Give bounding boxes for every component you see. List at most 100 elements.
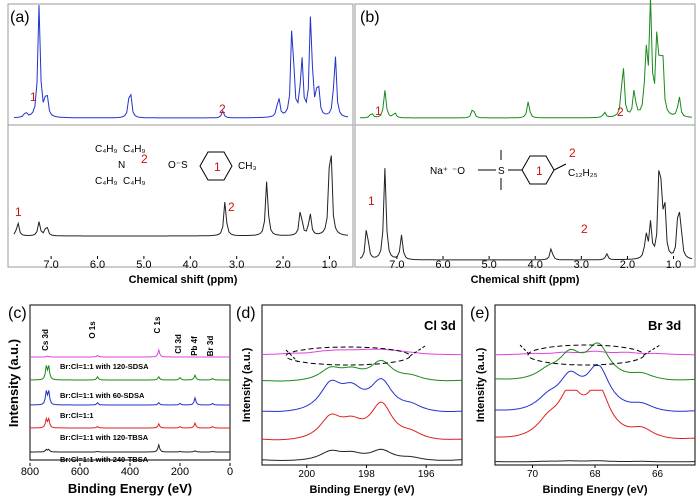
panel-e-xlabel: Binding Energy (eV) xyxy=(542,484,647,496)
panel-a-label: (a) xyxy=(10,9,30,26)
x-tick-label-a-2: 5.0 xyxy=(136,259,151,271)
panel-d-title: Cl 3d xyxy=(424,318,456,333)
spectrum-line-c-4 xyxy=(30,442,230,453)
trace-label-0: Br:Cl=1:1 with 120-SDSA xyxy=(60,362,149,371)
panel-a-x-ticks: 7.0 6.0 5.0 4.0 3.0 2.0 1.0 xyxy=(43,256,337,271)
spectrum-line-a-1 xyxy=(13,155,349,237)
trace-label-2: Br:Cl=1:1 xyxy=(60,411,94,420)
panel-b-peak-label-2-bottom: 2 xyxy=(581,222,588,236)
panel-b-frame xyxy=(354,3,696,268)
trace-label-4: Br:Cl=1:1 with 240-TBSA xyxy=(60,455,149,464)
panel-d-x-ticks: 200 198 196 xyxy=(298,465,435,480)
panel-a-peak-label-2-bottom: 2 xyxy=(228,200,235,214)
panel-b-label: (b) xyxy=(360,9,380,26)
x-tick-label-a-5: 2.0 xyxy=(275,259,290,271)
panel-a-xlabel: Chemical shift (ppm) xyxy=(129,274,238,286)
x-tick-label-b-6: 1.0 xyxy=(666,259,681,271)
panel-d-axes xyxy=(261,304,463,466)
panel-e-dash-right xyxy=(643,344,661,356)
peak-label-1: O 1s xyxy=(88,321,97,339)
panel-a-spectra xyxy=(13,4,349,237)
spectrum-line-e-0 xyxy=(495,350,695,356)
svg-text:2: 2 xyxy=(569,146,576,160)
panel-a-peak-label-1-bottom: 1 xyxy=(15,205,22,219)
x-tick-label-d-2: 196 xyxy=(418,469,435,480)
spectrum-line-c-2 xyxy=(30,390,230,406)
svg-text:O⁻S: O⁻S xyxy=(168,160,188,171)
trace-label-1: Br:Cl=1:1 with 60-SDSA xyxy=(60,391,145,400)
x-tick-label-e-0: 70 xyxy=(527,469,539,480)
x-tick-label-a-0: 7.0 xyxy=(43,259,58,271)
panel-c-spectra xyxy=(30,348,230,453)
svg-text:C₄H₉: C₄H₉ xyxy=(95,144,118,155)
x-tick-label-d-0: 200 xyxy=(298,469,315,480)
x-tick-label-e-2: 66 xyxy=(652,469,664,480)
svg-text:CH₃: CH₃ xyxy=(238,161,257,172)
peak-label-0: Cs 3d xyxy=(41,329,50,351)
panel-d-dash-left xyxy=(285,349,299,363)
panel-b-peak-label-1-top: 1 xyxy=(375,104,382,118)
spectrum-line-e-2 xyxy=(494,365,695,412)
x-tick-label-c-4: 0 xyxy=(227,466,233,478)
svg-text:C₁₂H₂₅: C₁₂H₂₅ xyxy=(568,168,598,179)
x-tick-label-b-1: 6.0 xyxy=(435,259,450,271)
panel-a-molecule: C₄H₉ C₄H₉ C₄H₉ C₄H₉ N 2 O⁻S 1 CH₃ xyxy=(95,144,257,187)
panel-c-axes xyxy=(29,304,231,461)
spectrum-line-d-3 xyxy=(261,401,462,441)
x-tick-label-b-5: 2.0 xyxy=(620,259,635,271)
panel-c-ylabel: Intensity (a.u.) xyxy=(6,339,21,427)
panel-b-x-ticks: 7.0 6.0 5.0 4.0 3.0 2.0 1.0 xyxy=(389,256,681,271)
svg-text:C₄H₉: C₄H₉ xyxy=(123,144,146,155)
panel-e-dash-left xyxy=(519,344,531,356)
x-tick-label-a-1: 6.0 xyxy=(90,259,105,271)
spectrum-line-b-1 xyxy=(359,168,693,261)
panel-a-peak-label-1-top: 1 xyxy=(30,90,37,104)
spectrum-line-b-0 xyxy=(360,0,693,119)
panel-e-spectra xyxy=(494,342,696,463)
panel-e-title: Br 3d xyxy=(648,318,681,333)
spectrum-line-a-0 xyxy=(13,4,349,119)
panel-d-dash-right xyxy=(409,345,426,357)
svg-text:S: S xyxy=(498,166,505,177)
panel-c-peak-labels: Cs 3d O 1s C 1s Cl 3d Pb 4f Br 3d xyxy=(41,316,215,356)
x-tick-label-d-1: 198 xyxy=(358,469,375,480)
panel-b-spectra xyxy=(359,0,693,261)
trace-label-3: Br:Cl=1:1 with 120-TBSA xyxy=(60,433,149,442)
panel-e-ylabel: Intensity (a.u.) xyxy=(475,347,487,422)
x-tick-label-a-3: 4.0 xyxy=(183,259,198,271)
panel-e-x-ticks: 70 68 66 xyxy=(527,465,664,480)
svg-text:C₄H₉: C₄H₉ xyxy=(123,176,146,187)
x-tick-label-c-2: 400 xyxy=(121,466,139,478)
svg-text:C₄H₉: C₄H₉ xyxy=(95,176,118,187)
panel-c-xlabel: Binding Energy (eV) xyxy=(68,481,192,496)
x-tick-label-b-4: 3.0 xyxy=(574,259,589,271)
x-tick-label-c-0: 800 xyxy=(21,466,39,478)
spectrum-line-d-1 xyxy=(262,359,462,382)
x-tick-label-a-6: 1.0 xyxy=(322,259,337,271)
svg-text:2: 2 xyxy=(141,152,148,166)
spectrum-line-e-3 xyxy=(494,389,696,439)
x-tick-label-b-3: 4.0 xyxy=(528,259,543,271)
svg-text:N: N xyxy=(118,160,125,171)
x-tick-label-c-1: 600 xyxy=(71,466,89,478)
panel-e-label: (e) xyxy=(470,305,490,322)
spectrum-line-d-4 xyxy=(262,448,462,461)
spectrum-line-d-0 xyxy=(262,348,462,356)
svg-text:Na⁺: Na⁺ xyxy=(430,166,448,177)
spectrum-line-e-1 xyxy=(494,342,695,381)
panel-b-peak-label-2-top: 2 xyxy=(617,105,624,119)
x-tick-label-a-4: 3.0 xyxy=(229,259,244,271)
peak-label-5: Br 3d xyxy=(206,336,215,357)
spectrum-line-c-1 xyxy=(30,365,230,381)
panel-b-peak-label-1-bottom: 1 xyxy=(368,194,375,208)
spectrum-line-e-4 xyxy=(495,460,695,463)
panel-a-peak-label-2-top: 2 xyxy=(219,102,226,116)
x-tick-label-b-0: 7.0 xyxy=(389,259,404,271)
panel-d-spectra xyxy=(261,348,462,461)
x-tick-label-b-2: 5.0 xyxy=(481,259,496,271)
panel-d-xlabel: Binding Energy (eV) xyxy=(309,484,414,496)
svg-text:⁻O: ⁻O xyxy=(452,166,465,177)
peak-label-2: C 1s xyxy=(153,316,162,333)
x-tick-label-e-1: 68 xyxy=(589,469,601,480)
